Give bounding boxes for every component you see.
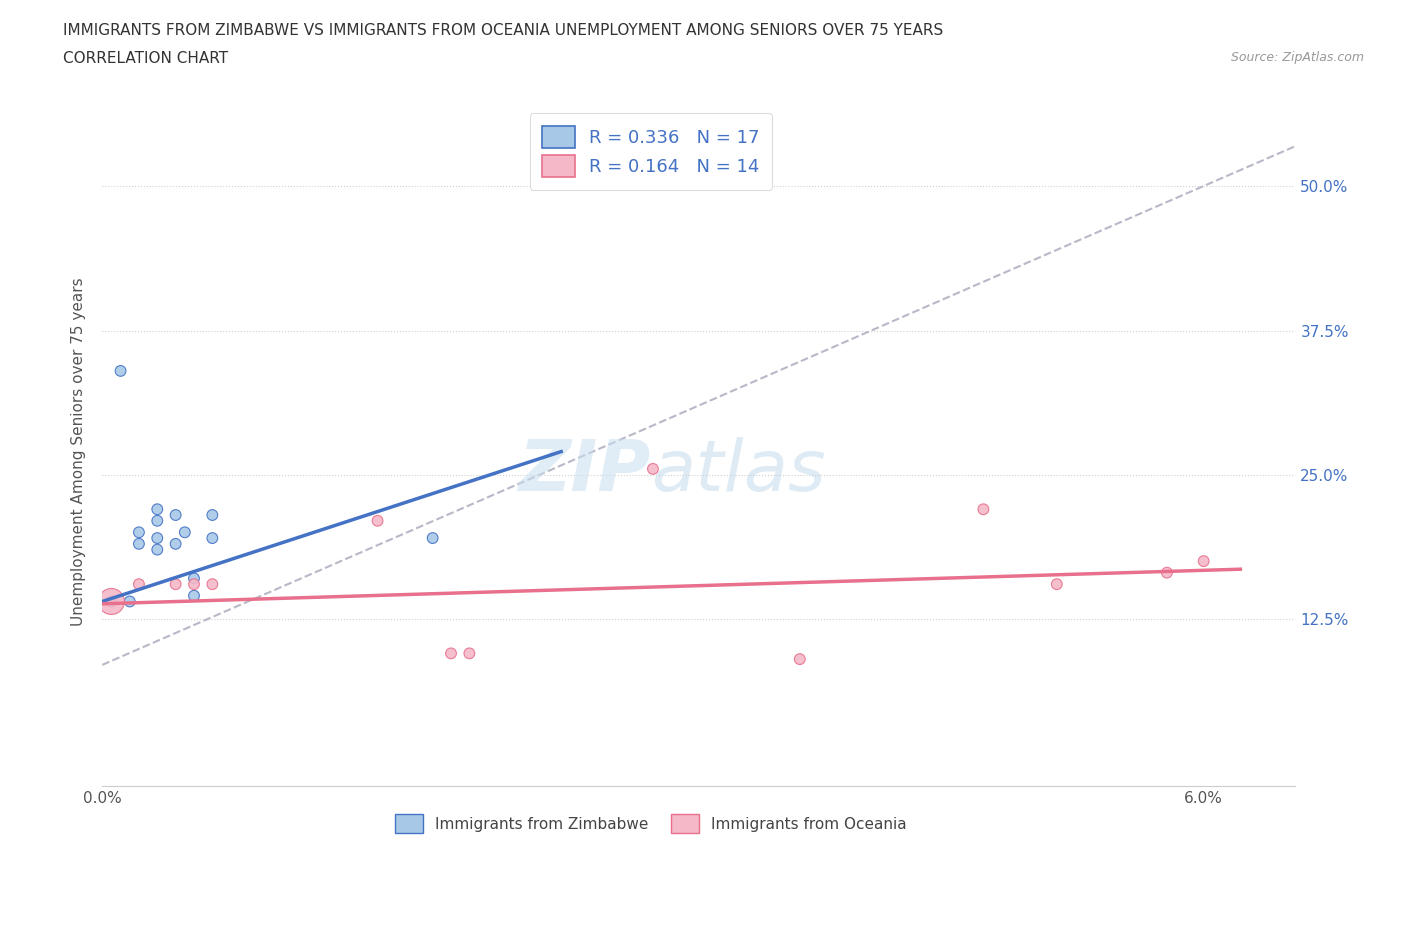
Point — [165, 577, 187, 591]
Legend: Immigrants from Zimbabwe, Immigrants from Oceania: Immigrants from Zimbabwe, Immigrants fro… — [384, 802, 920, 845]
Point — [100, 594, 122, 609]
Point — [1156, 565, 1178, 580]
Point — [201, 531, 224, 546]
Text: IMMIGRANTS FROM ZIMBABWE VS IMMIGRANTS FROM OCEANIA UNEMPLOYMENT AMONG SENIORS O: IMMIGRANTS FROM ZIMBABWE VS IMMIGRANTS F… — [63, 23, 943, 38]
Point — [100, 594, 122, 609]
Point — [201, 508, 224, 523]
Point — [183, 589, 205, 604]
Text: ZIP: ZIP — [519, 437, 651, 506]
Y-axis label: Unemployment Among Seniors over 75 years: Unemployment Among Seniors over 75 years — [72, 277, 86, 626]
Point — [110, 364, 132, 379]
Text: Source: ZipAtlas.com: Source: ZipAtlas.com — [1230, 51, 1364, 64]
Point — [1192, 553, 1215, 568]
Point — [128, 537, 150, 551]
Point — [118, 594, 141, 609]
Point — [146, 502, 169, 517]
Point — [128, 577, 150, 591]
Point — [440, 646, 463, 661]
Text: atlas: atlas — [651, 437, 825, 506]
Point — [367, 513, 389, 528]
Point — [972, 502, 994, 517]
Point — [183, 571, 205, 586]
Point — [165, 508, 187, 523]
Point — [173, 525, 195, 539]
Point — [165, 537, 187, 551]
Point — [201, 577, 224, 591]
Point — [146, 531, 169, 546]
Point — [146, 542, 169, 557]
Point — [1046, 577, 1069, 591]
Point — [641, 461, 664, 476]
Point — [458, 646, 481, 661]
Point — [789, 652, 811, 667]
Point — [146, 513, 169, 528]
Text: CORRELATION CHART: CORRELATION CHART — [63, 51, 228, 66]
Point — [128, 525, 150, 539]
Point — [422, 531, 444, 546]
Point — [183, 577, 205, 591]
